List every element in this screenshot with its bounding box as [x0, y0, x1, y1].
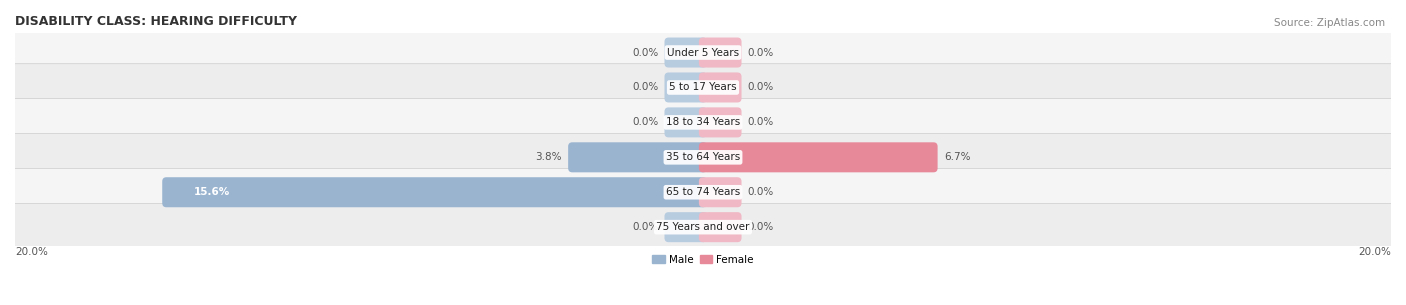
FancyBboxPatch shape — [0, 134, 1406, 181]
FancyBboxPatch shape — [699, 107, 741, 138]
Text: Source: ZipAtlas.com: Source: ZipAtlas.com — [1274, 18, 1385, 28]
FancyBboxPatch shape — [0, 168, 1406, 216]
FancyBboxPatch shape — [665, 38, 707, 68]
Legend: Male, Female: Male, Female — [648, 250, 758, 269]
FancyBboxPatch shape — [665, 212, 707, 242]
Text: 0.0%: 0.0% — [633, 48, 658, 58]
Text: 75 Years and over: 75 Years and over — [657, 222, 749, 232]
Text: 0.0%: 0.0% — [748, 222, 773, 232]
Text: 0.0%: 0.0% — [633, 117, 658, 127]
Text: 5 to 17 Years: 5 to 17 Years — [669, 82, 737, 92]
Text: 0.0%: 0.0% — [633, 82, 658, 92]
Text: 20.0%: 20.0% — [15, 247, 48, 257]
FancyBboxPatch shape — [0, 99, 1406, 146]
Text: 18 to 34 Years: 18 to 34 Years — [666, 117, 740, 127]
Text: 6.7%: 6.7% — [943, 152, 970, 162]
FancyBboxPatch shape — [0, 64, 1406, 111]
FancyBboxPatch shape — [665, 107, 707, 138]
Text: 20.0%: 20.0% — [1358, 247, 1391, 257]
Text: Under 5 Years: Under 5 Years — [666, 48, 740, 58]
Text: 0.0%: 0.0% — [633, 222, 658, 232]
Text: 0.0%: 0.0% — [748, 117, 773, 127]
Text: 35 to 64 Years: 35 to 64 Years — [666, 152, 740, 162]
Text: DISABILITY CLASS: HEARING DIFFICULTY: DISABILITY CLASS: HEARING DIFFICULTY — [15, 15, 297, 28]
FancyBboxPatch shape — [162, 177, 707, 207]
FancyBboxPatch shape — [699, 73, 741, 102]
FancyBboxPatch shape — [0, 203, 1406, 251]
Text: 3.8%: 3.8% — [536, 152, 562, 162]
FancyBboxPatch shape — [699, 177, 741, 207]
FancyBboxPatch shape — [699, 142, 938, 172]
FancyBboxPatch shape — [665, 73, 707, 102]
Text: 65 to 74 Years: 65 to 74 Years — [666, 187, 740, 197]
Text: 15.6%: 15.6% — [194, 187, 231, 197]
Text: 0.0%: 0.0% — [748, 187, 773, 197]
FancyBboxPatch shape — [699, 38, 741, 68]
FancyBboxPatch shape — [0, 29, 1406, 76]
Text: 0.0%: 0.0% — [748, 48, 773, 58]
FancyBboxPatch shape — [568, 142, 707, 172]
Text: 0.0%: 0.0% — [748, 82, 773, 92]
FancyBboxPatch shape — [699, 212, 741, 242]
